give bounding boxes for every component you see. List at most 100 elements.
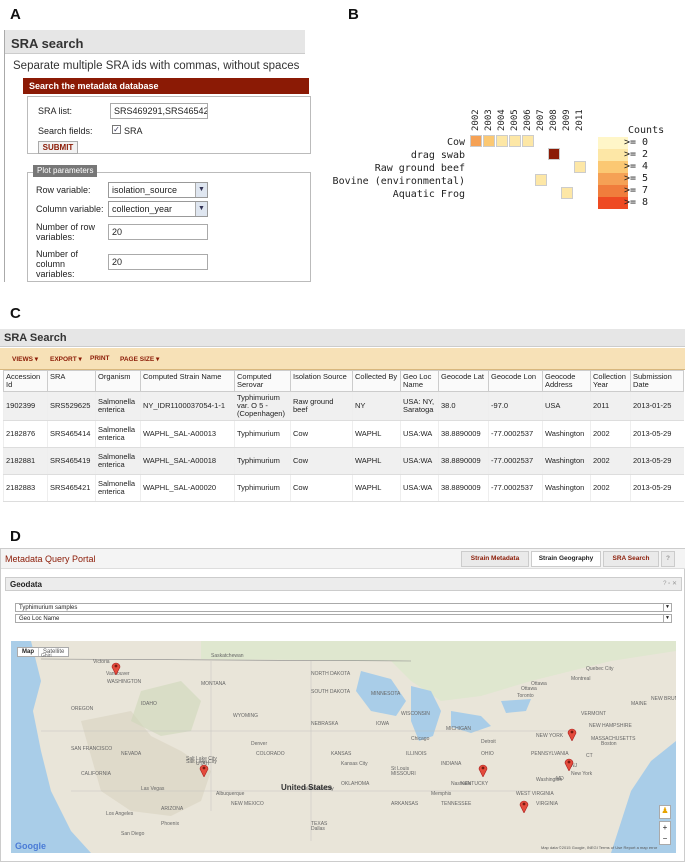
sra-list-input[interactable]: SRS469291,SRS46542 [110, 103, 208, 119]
table-cell: Raw ground beef [290, 391, 353, 421]
column-header[interactable]: Computed Strain Name [140, 370, 235, 392]
sra-search-title: SRA Search [0, 329, 685, 347]
country-label: United States [281, 783, 333, 792]
map[interactable]: Map Satellite Victoria Vancouver WASHINGTO… [11, 641, 676, 853]
map-marker-icon[interactable] [199, 763, 209, 778]
chevron-down-icon: ▼ [663, 604, 671, 611]
views-menu[interactable]: VIEWS ▾ [12, 356, 39, 363]
table-cell: SRS529625 [47, 391, 96, 421]
window-controls-icon[interactable]: ? ▫ ✕ [663, 581, 677, 587]
heatmap-cell [561, 187, 573, 199]
results-table: Accession Id SRA Organism Computed Strain N… [3, 370, 684, 502]
num-rows-input[interactable]: 20 [108, 224, 208, 240]
year-label-2008: 2008 [549, 109, 559, 131]
place-label: Nashville [451, 781, 472, 787]
column-header[interactable]: Isolation Source [290, 370, 353, 392]
zoom-in-button[interactable]: + [662, 823, 668, 832]
place-label: WISCONSIN [401, 711, 430, 717]
sra-checkbox[interactable]: ✓ [112, 125, 121, 134]
column-header[interactable]: Accession Id [3, 370, 48, 392]
place-label: San Diego [121, 831, 145, 837]
table-cell: Typhimurium [234, 447, 291, 475]
map-marker-icon[interactable] [567, 727, 577, 742]
sample-select[interactable]: Typhimurium samples ▼ [15, 603, 672, 612]
year-label-2003: 2003 [484, 109, 494, 131]
column-header[interactable]: Geo Loc Name [400, 370, 439, 392]
table-cell: 2182876 [3, 420, 48, 448]
table-cell: SRS465414 [47, 420, 96, 448]
submit-button[interactable]: SUBMIT [38, 141, 78, 154]
table-cell: NY [352, 391, 401, 421]
place-label: WYOMING [233, 713, 258, 719]
row-variable-select[interactable]: isolation_source ▼ [108, 182, 208, 198]
place-label: Chicago [411, 736, 430, 742]
column-variable-select[interactable]: collection_year ▼ [108, 201, 208, 217]
table-cell: 2013-01-25 [630, 391, 684, 421]
year-label-2005: 2005 [510, 109, 520, 131]
table-toolbar: VIEWS ▾ EXPORT ▾ PRINT PAGE SIZE ▾ [0, 348, 685, 370]
place-label: Montreal [571, 676, 591, 682]
place-label: Oklahoma City [301, 786, 334, 792]
column-header[interactable]: Computed Serovar [234, 370, 291, 392]
place-label: MICHIGAN [446, 726, 471, 732]
plot-parameters-tab: Plot parameters [33, 165, 98, 177]
heatmap-cell [496, 135, 508, 147]
pegman-icon[interactable]: ♟ [659, 805, 671, 819]
place-label: Dallas [311, 826, 325, 832]
metadata-query-portal: Metadata Query Portal Strain Metadata St… [0, 548, 685, 862]
column-header[interactable]: Collection Year [590, 370, 631, 392]
column-header[interactable]: Organism [95, 370, 141, 392]
row-variable-label: Row variable: [36, 185, 91, 195]
tab-strain-metadata[interactable]: Strain Metadata [461, 551, 529, 567]
section-header: Search the metadata database [23, 78, 309, 94]
place-label: Salt Lake City [186, 756, 217, 762]
zoom-out-button[interactable]: − [662, 834, 668, 843]
place-label: Albuquerque [216, 791, 245, 797]
num-cols-input[interactable]: 20 [108, 254, 208, 270]
table-cell: 2002 [590, 447, 631, 475]
print-button[interactable]: PRINT [90, 355, 110, 362]
page-size-menu[interactable]: PAGE SIZE ▾ [120, 356, 160, 363]
help-icon[interactable]: ? [661, 551, 675, 567]
table-row[interactable]: 1902399 SRS529625 Salmonella enterica NY_ID… [3, 391, 684, 421]
place-label: Salt Lake City [186, 759, 217, 765]
map-button[interactable]: Map [18, 648, 39, 656]
map-marker-icon[interactable] [478, 763, 488, 778]
year-label-2007: 2007 [536, 109, 546, 131]
place-label: MAINE [631, 701, 647, 707]
column-header[interactable]: Submission Date [630, 370, 684, 392]
place-label: Detroit [481, 739, 496, 745]
place-label: Toronto [517, 693, 534, 699]
table-cell: Typhimurium var. O 5 - (Copenhagen) [234, 391, 291, 421]
place-label: WEST VIRGINIA [516, 791, 554, 797]
satellite-button[interactable]: Satellite [43, 649, 65, 655]
table-row[interactable]: 2182883 SRS465421 Salmonella enterica WAPHL… [3, 474, 684, 502]
export-menu[interactable]: EXPORT ▾ [50, 356, 82, 363]
column-header[interactable]: Geocode Lat [438, 370, 489, 392]
table-row[interactable]: 2182881 SRS465419 Salmonella enterica WAPHL… [3, 447, 684, 475]
field-select[interactable]: Geo Loc Name ▼ [15, 614, 672, 623]
sample-select-value: Typhimurium samples [19, 605, 78, 611]
table-cell: -97.0 [488, 391, 543, 421]
table-row[interactable]: 2182876 SRS465414 Salmonella enterica WAPHL… [3, 420, 684, 448]
heatmap: 2002 2003 2004 2005 2006 2007 2008 2009 2011 Cow d… [320, 95, 680, 225]
map-marker-icon[interactable] [111, 661, 121, 676]
column-header[interactable]: Geocode Address [542, 370, 591, 392]
num-rows-label: Number of row variables: [36, 222, 96, 242]
place-label: Ghiri [41, 653, 52, 659]
place-label: SOUTH DAKOTA [311, 689, 351, 695]
map-marker-icon[interactable] [519, 799, 529, 814]
table-cell: WAPHL [352, 474, 401, 502]
table-cell: WAPHL_SAL-A00020 [140, 474, 235, 502]
map-marker-icon[interactable] [564, 757, 574, 772]
sra-search-panel: SRA search Separate multiple SRA ids wit… [4, 30, 311, 282]
tab-strain-geography[interactable]: Strain Geography [531, 551, 601, 567]
tab-sra-search[interactable]: SRA Search [603, 551, 659, 567]
legend-label: >= 4 [624, 161, 649, 172]
column-header[interactable]: Collected By [352, 370, 401, 392]
column-header[interactable]: SRA [47, 370, 96, 392]
place-label: NORTH DAKOTA [311, 671, 351, 677]
place-label: Memphis [431, 791, 452, 797]
place-label: NEW MEXICO [231, 801, 264, 807]
column-header[interactable]: Geocode Lon [488, 370, 543, 392]
